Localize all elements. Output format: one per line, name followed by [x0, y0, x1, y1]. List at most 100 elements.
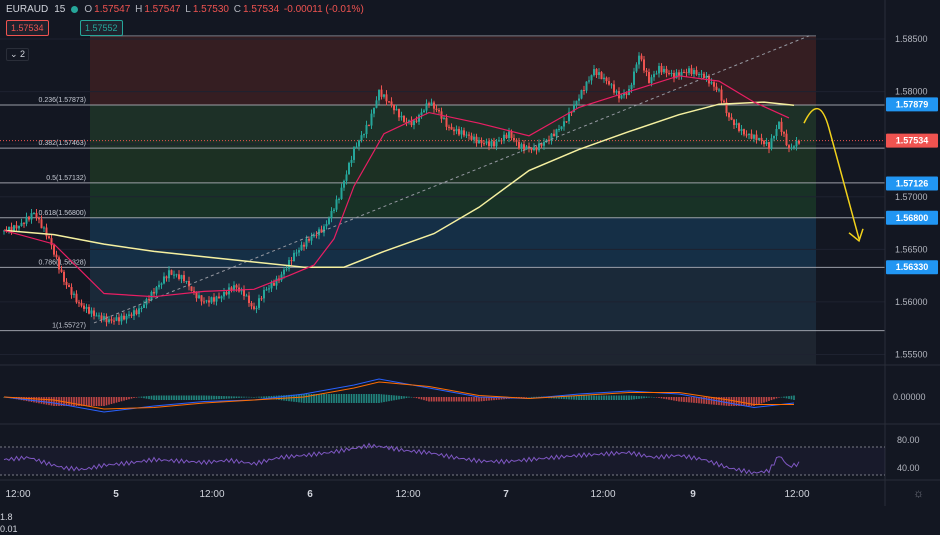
macd-histogram-bar — [150, 395, 153, 400]
chart-canvas[interactable]: 0.236(1.57873) 0.382(1.57463) 0.5(1.57132)… — [0, 0, 940, 506]
macd-histogram-bar — [403, 396, 405, 399]
candle-body — [263, 290, 265, 299]
symbol-label[interactable]: EURAUD — [6, 4, 49, 15]
candle-body — [323, 226, 325, 233]
candle-body — [298, 250, 300, 253]
candle-body — [343, 180, 345, 188]
forecast-arrowhead — [848, 228, 864, 243]
macd-histogram-bar — [103, 397, 105, 406]
macd-histogram-bar — [133, 397, 135, 398]
candle-body — [190, 286, 193, 291]
macd-histogram-bar — [463, 397, 465, 402]
macd-histogram-bar — [93, 397, 95, 406]
macd-histogram-bar — [408, 396, 410, 398]
macd-histogram-bar — [208, 395, 210, 400]
fib-level-label: 0.236(1.57873) — [39, 97, 86, 104]
candle-body — [620, 95, 623, 99]
macd-histogram-bar — [165, 395, 168, 400]
candle-body — [790, 147, 793, 149]
candle-body — [350, 159, 353, 163]
candle-body — [773, 135, 775, 139]
candle-body — [320, 229, 323, 233]
macd-histogram-bar — [525, 397, 528, 398]
interval-label[interactable]: 15 — [54, 4, 66, 15]
macd-histogram-bar — [153, 395, 155, 400]
candle-body — [270, 282, 273, 289]
buy-button[interactable]: 1.57552 — [80, 20, 123, 36]
candle-body — [575, 100, 578, 105]
settings-gear-icon[interactable]: ☼ — [913, 486, 924, 500]
macd-histogram-bar — [180, 395, 183, 400]
candle-body — [428, 103, 430, 105]
candle-body — [665, 68, 668, 74]
time-tick-label: 5 — [113, 489, 119, 500]
macd-histogram-bar — [298, 394, 300, 403]
macd-histogram-bar — [248, 396, 250, 398]
macd-histogram-bar — [615, 395, 618, 400]
time-tick-label: 12:00 — [395, 489, 420, 500]
macd-histogram-bar — [465, 397, 468, 402]
macd-histogram-bar — [218, 395, 220, 400]
macd-histogram-bar — [155, 395, 158, 400]
macd-histogram-bar — [433, 397, 435, 402]
candle-body — [685, 72, 688, 74]
sell-button[interactable]: 1.57534 — [6, 20, 49, 36]
candle-body — [433, 102, 435, 109]
candle-body — [275, 278, 278, 286]
macd-histogram-bar — [23, 397, 25, 401]
candle-body — [38, 217, 40, 220]
low-value: 1.57530 — [192, 4, 229, 15]
candle-body — [83, 305, 85, 309]
candle-body — [370, 113, 373, 126]
macd-histogram-bar — [648, 396, 650, 398]
candle-body — [103, 316, 105, 320]
candle-body — [125, 315, 128, 320]
candle-body — [375, 100, 378, 108]
time-tick-label: 7 — [503, 489, 509, 500]
macd-histogram-bar — [28, 397, 30, 402]
indicators-collapse-button[interactable]: ⌄ 2 — [6, 48, 30, 61]
candle-body — [533, 147, 535, 151]
macd-histogram-bar — [685, 397, 688, 403]
candle-body — [265, 289, 268, 291]
macd-histogram-bar — [793, 395, 795, 400]
candle-body — [798, 141, 800, 144]
candle-body — [625, 93, 628, 96]
candle-body — [595, 69, 598, 76]
candle-body — [690, 68, 693, 75]
candle-body — [728, 113, 730, 118]
macd-histogram-bar — [373, 394, 375, 403]
candle-body — [475, 136, 478, 144]
macd-histogram-bar — [210, 395, 213, 400]
macd-histogram-bar — [668, 397, 670, 400]
candle-body — [743, 129, 745, 135]
candle-body — [80, 302, 83, 306]
candle-body — [558, 129, 560, 131]
candle-body — [605, 77, 608, 82]
candle-body — [68, 285, 70, 287]
fib-zone — [90, 217, 816, 268]
candle-body — [488, 141, 490, 146]
candle-body — [445, 117, 448, 127]
macd-histogram-bar — [98, 397, 100, 406]
macd-histogram-bar — [88, 397, 90, 406]
candle-body — [258, 298, 260, 308]
macd-histogram-bar — [233, 396, 235, 399]
candle-body — [508, 131, 510, 139]
macd-histogram-bar — [500, 397, 503, 400]
candle-body — [158, 284, 160, 288]
candle-body — [128, 314, 130, 316]
macd-histogram-bar — [583, 395, 585, 400]
macd-histogram-bar — [728, 397, 730, 406]
candle-body — [553, 133, 555, 137]
price-label-badge — [886, 210, 938, 225]
macd-histogram-bar — [85, 397, 88, 406]
candle-body — [748, 133, 750, 136]
macd-histogram-bar — [740, 397, 743, 406]
macd-histogram-bar — [470, 397, 473, 402]
fib-level-label: 0.5(1.57132) — [46, 175, 86, 182]
macd-histogram-bar — [95, 397, 98, 406]
candle-body — [98, 315, 100, 317]
macd-histogram-bar — [460, 397, 463, 402]
macd-histogram-bar — [328, 394, 330, 403]
